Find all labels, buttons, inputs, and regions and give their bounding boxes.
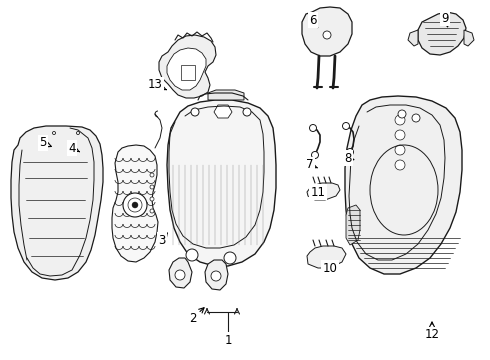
Circle shape <box>395 160 405 170</box>
Circle shape <box>150 209 154 213</box>
Polygon shape <box>346 205 360 245</box>
Polygon shape <box>214 105 232 118</box>
Circle shape <box>123 193 147 217</box>
Text: 2: 2 <box>189 308 204 324</box>
Text: 13: 13 <box>147 78 166 91</box>
Polygon shape <box>181 65 195 80</box>
Text: 6: 6 <box>309 13 318 28</box>
Polygon shape <box>302 7 352 56</box>
Circle shape <box>395 130 405 140</box>
Circle shape <box>191 108 199 116</box>
Circle shape <box>211 271 221 281</box>
Text: 3: 3 <box>158 233 167 247</box>
Circle shape <box>243 108 251 116</box>
Text: 4: 4 <box>68 141 79 154</box>
Circle shape <box>310 125 317 131</box>
Circle shape <box>412 114 420 122</box>
Polygon shape <box>167 100 276 266</box>
Circle shape <box>343 122 349 130</box>
Circle shape <box>150 197 154 201</box>
Polygon shape <box>345 96 462 274</box>
Polygon shape <box>307 183 340 200</box>
Circle shape <box>150 173 154 177</box>
Circle shape <box>128 198 142 212</box>
Text: 9: 9 <box>441 12 449 27</box>
Polygon shape <box>205 260 228 290</box>
Circle shape <box>150 185 154 189</box>
Circle shape <box>186 249 198 261</box>
Circle shape <box>395 145 405 155</box>
Circle shape <box>395 115 405 125</box>
Polygon shape <box>159 35 216 98</box>
Circle shape <box>132 202 138 208</box>
Polygon shape <box>408 30 418 46</box>
Polygon shape <box>464 30 474 46</box>
Circle shape <box>312 152 318 158</box>
Text: 5: 5 <box>39 136 51 149</box>
Text: 12: 12 <box>424 322 440 342</box>
Polygon shape <box>208 90 244 100</box>
Polygon shape <box>418 12 466 55</box>
Polygon shape <box>167 48 206 90</box>
Text: 7: 7 <box>306 158 318 171</box>
Circle shape <box>224 252 236 264</box>
Text: 8: 8 <box>344 152 354 165</box>
Circle shape <box>76 131 79 135</box>
Polygon shape <box>11 126 103 280</box>
Polygon shape <box>112 145 158 262</box>
Circle shape <box>52 131 55 135</box>
Circle shape <box>346 148 353 156</box>
Circle shape <box>398 110 406 118</box>
Circle shape <box>323 31 331 39</box>
Text: 1: 1 <box>224 333 232 346</box>
Text: 11: 11 <box>311 185 325 198</box>
Circle shape <box>175 270 185 280</box>
Polygon shape <box>169 258 192 288</box>
Text: 10: 10 <box>322 261 338 274</box>
Polygon shape <box>307 246 346 268</box>
